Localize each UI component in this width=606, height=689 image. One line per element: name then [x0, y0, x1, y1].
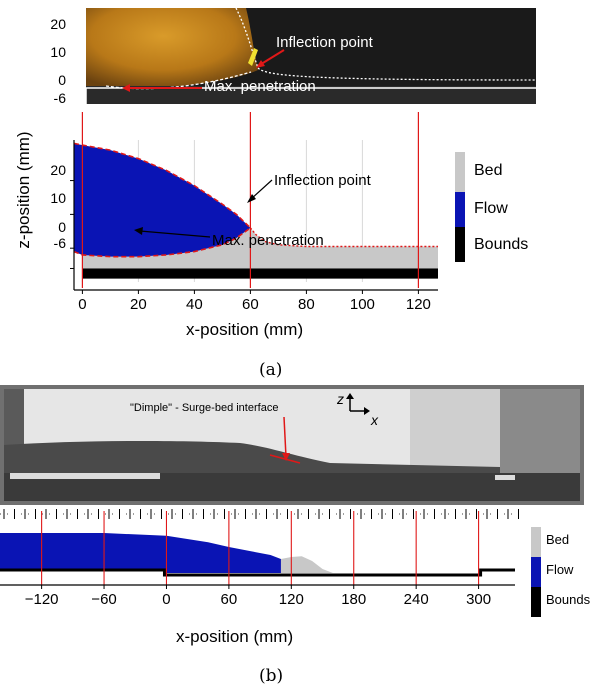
photo-interface-dashed [235, 7, 537, 81]
panel-b-chart [0, 505, 606, 615]
chart-a-ytick-neg6: -6 [53, 235, 66, 251]
chart-a-maxpen-arrowhead [134, 227, 143, 235]
panel-b-legend [531, 527, 541, 617]
panel-b-photo-svg [0, 385, 584, 505]
legend-b-label-bed: Bed [546, 532, 570, 547]
panel-a-legend [455, 152, 465, 262]
photo-bed-region [86, 86, 536, 104]
photo-b-axis-label-x: x [371, 412, 378, 428]
chart-a-xtick-120: 120 [405, 296, 431, 313]
panel-a-chart-svg [70, 112, 439, 294]
photo-annotation-inflection: Inflection point [276, 34, 373, 51]
bed-area [82, 227, 439, 269]
photo-ytick-10: 10 [50, 44, 66, 60]
chart-a-ytick-10: 10 [50, 190, 66, 206]
chart-b-xtick-60: 60 [220, 591, 238, 608]
legend-a-label-bed: Bed [474, 162, 503, 179]
photo-b-bed [4, 473, 580, 501]
photo-ytick-neg6: -6 [53, 90, 66, 106]
chart-a-xtick-80: 80 [298, 296, 315, 313]
legend-a-swatch-bounds [455, 227, 465, 262]
panel-b-chart-svg [0, 509, 519, 589]
chart-b-xtick-300: 300 [466, 591, 492, 608]
photo-b-light-strip [10, 473, 160, 479]
photo-b-right-panel [410, 389, 500, 474]
photo-b-dimple-arrowhead [282, 453, 290, 461]
photo-maxpen-arrowhead [122, 84, 130, 92]
chart-b-xtick-120: 120 [278, 591, 304, 608]
chart-a-annotation-inflection: Inflection point [274, 172, 371, 189]
legend-a-label-flow: Flow [474, 200, 508, 217]
panel-a-xlabel: x-position (mm) [186, 320, 304, 339]
bed-surface-outline [249, 227, 438, 248]
chart-a-ytick-20: 20 [50, 162, 66, 178]
chart-b-xtick--120: −120 [24, 591, 59, 608]
chart-b-xtick--60: −60 [91, 591, 117, 608]
legend-b-swatch-bounds [531, 587, 541, 617]
chart-a-annotation-max-penetration: Max. penetration [212, 232, 324, 249]
chart-a-xtick-40: 40 [186, 296, 203, 313]
chart-a-maxpen-arrow [139, 230, 211, 238]
panel-a-caption: (a) [259, 360, 283, 380]
photo-b-annotation-dimple: "Dimple" - Surge-bed interface [130, 402, 279, 414]
photo-flow-region [86, 8, 258, 89]
legend-a-swatch-bed [455, 152, 465, 192]
photo-b-x-arrow [364, 407, 370, 415]
panel-b-caption: (b) [259, 666, 284, 686]
panel-a-photo-svg [85, 7, 537, 104]
legend-b-swatch-bed [531, 527, 541, 557]
photo-b-axis-label-z: z [337, 391, 344, 407]
photo-inflection-arrowhead [256, 60, 265, 68]
legend-b-label-flow: Flow [546, 562, 574, 577]
flow-lower-outline [73, 227, 251, 258]
chart-a-xtick-0: 0 [78, 296, 87, 313]
legend-a-label-bounds: Bounds [474, 236, 529, 253]
chart-b-xtick-180: 180 [341, 591, 367, 608]
chart-a-inflection-arrowhead [247, 194, 256, 203]
chart-a-xtick-60: 60 [242, 296, 259, 313]
photo-b-light-strip-right [495, 475, 515, 480]
bounds-bar [82, 268, 439, 279]
panel-a-ylabel: z-position (mm) [14, 131, 33, 249]
legend-a-swatch-flow [455, 192, 465, 227]
photo-ytick-0: 0 [58, 72, 66, 88]
panel-a-chart [0, 100, 606, 350]
chart-b-xtick-0: 0 [162, 591, 171, 608]
bounds-line-b [0, 568, 515, 577]
panel-a-photo [85, 7, 537, 104]
photo-b-z-arrow [346, 393, 354, 399]
photo-ytick-20: 20 [50, 16, 66, 32]
chart-a-ytick-0: 0 [58, 219, 66, 235]
legend-b-swatch-flow [531, 557, 541, 587]
chart-a-xtick-20: 20 [130, 296, 147, 313]
panel-b-photo [0, 385, 584, 505]
chart-a-xtick-100: 100 [349, 296, 375, 313]
flow-upper-outline [73, 142, 251, 229]
legend-b-label-bounds: Bounds [546, 592, 591, 607]
flow-area-b [0, 533, 281, 573]
photo-b-dimple-arrow [283, 416, 287, 458]
chart-b-xtick-240: 240 [403, 591, 429, 608]
flow-area [74, 143, 251, 257]
photo-highlight [248, 48, 258, 66]
photo-annotation-max-penetration: Max. penetration [204, 78, 316, 95]
panel-b-xlabel: x-position (mm) [176, 627, 294, 646]
